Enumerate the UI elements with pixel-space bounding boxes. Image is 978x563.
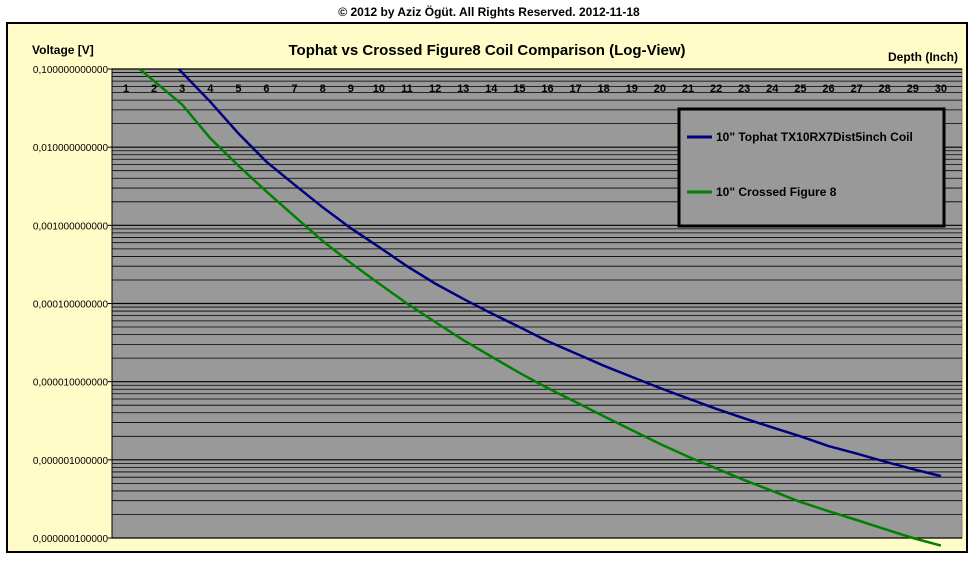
y-tick-label: 0,001000000000 [33, 221, 109, 232]
x-tick-label: 27 [850, 83, 862, 95]
x-tick-label: 25 [794, 83, 806, 95]
x-tick-label: 20 [654, 83, 666, 95]
x-tick-label: 12 [429, 83, 441, 95]
x-tick-label: 24 [766, 83, 779, 95]
y-axis-label: Voltage [V] [32, 43, 94, 57]
x-tick-label: 10 [373, 83, 385, 95]
x-tick-label: 16 [541, 83, 553, 95]
x-tick-label: 2 [151, 83, 157, 95]
y-tick-label: 0,000100000000 [33, 300, 109, 311]
x-tick-label: 5 [235, 83, 241, 95]
x-tick-label: 26 [822, 83, 834, 95]
copyright-notice: © 2012 by Aziz Ögüt. All Rights Reserved… [338, 5, 640, 19]
x-tick-label: 30 [935, 83, 947, 95]
x-tick-label: 7 [292, 83, 298, 95]
x-tick-label: 14 [485, 83, 498, 95]
legend-label-crossed-figure8: 10" Crossed Figure 8 [716, 185, 837, 199]
series-line-tophat [177, 68, 942, 478]
y-tick-label: 0,000000100000 [33, 534, 109, 545]
x-axis: 1 2 3 4 5 6 7 8 9 10 11 12 13 14 15 16 17 18 19 20 21 22 23 24 2… [123, 83, 947, 95]
series-line-crossed-figure8 [138, 68, 942, 547]
x-axis-label: Depth (Inch) [888, 50, 958, 64]
x-tick-label: 4 [207, 83, 214, 95]
legend-box [677, 107, 946, 228]
x-tick-label: 23 [738, 83, 750, 95]
x-tick-label: 28 [879, 83, 891, 95]
x-tick-label: 29 [907, 83, 919, 95]
y-tick-label: 0,000010000000 [33, 378, 109, 389]
y-tick-label: 0,010000000000 [33, 143, 109, 154]
x-tick-label: 8 [320, 83, 326, 95]
y-tick-label: 0,100000000000 [33, 65, 109, 76]
x-tick-label: 22 [710, 83, 722, 95]
x-tick-label: 11 [401, 83, 413, 95]
y-tick-label: 0,000001000000 [33, 456, 109, 467]
x-tick-label: 1 [123, 83, 129, 95]
x-tick-label: 17 [569, 83, 581, 95]
series-lines [138, 68, 942, 547]
y-axis: 0,100000000000 0,010000000000 0,0010000000… [33, 65, 113, 545]
x-tick-label: 15 [513, 83, 525, 95]
chart-title: Tophat vs Crossed Figure8 Coil Compariso… [289, 42, 686, 59]
x-tick-label: 9 [348, 83, 354, 95]
x-tick-label: 18 [598, 83, 610, 95]
x-tick-label: 21 [682, 83, 694, 95]
legend: 10" Tophat TX10RX7Dist5inch Coil 10" Cro… [677, 107, 946, 228]
x-tick-label: 13 [457, 83, 469, 95]
x-tick-label: 3 [179, 83, 185, 95]
legend-label-tophat: 10" Tophat TX10RX7Dist5inch Coil [716, 130, 913, 144]
x-tick-label: 6 [263, 83, 269, 95]
x-tick-label: 19 [626, 83, 638, 95]
